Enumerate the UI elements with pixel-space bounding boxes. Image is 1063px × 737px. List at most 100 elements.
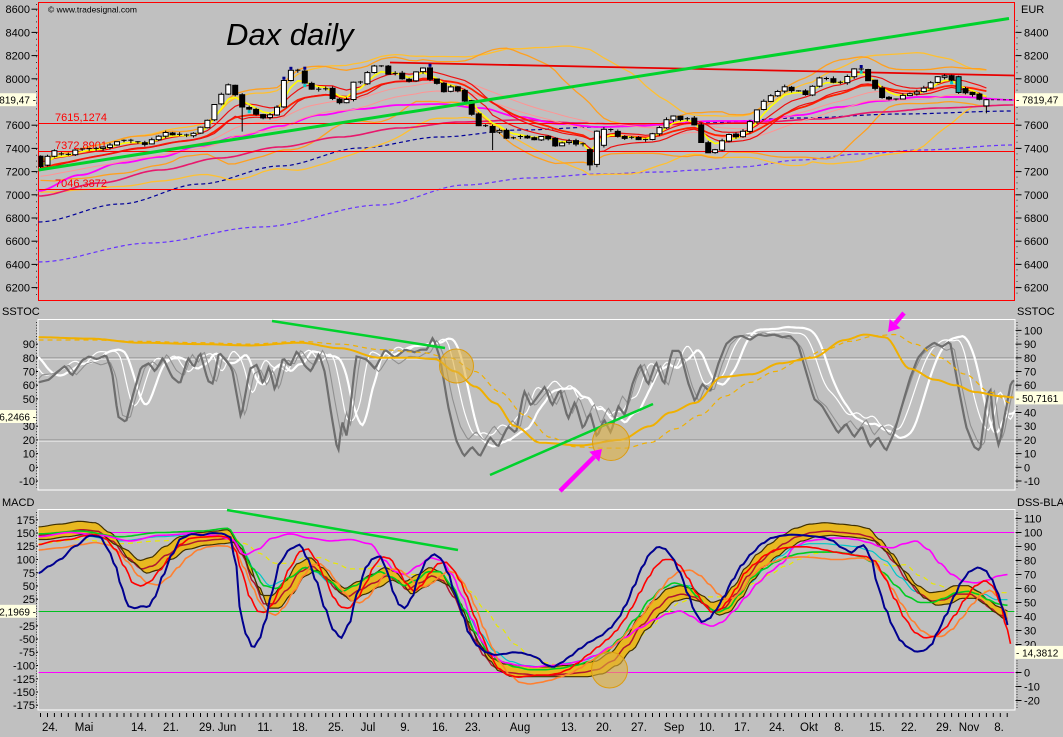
svg-text:100: 100: [1024, 528, 1042, 540]
svg-text:-75: -75: [19, 647, 35, 659]
svg-text:Okt: Okt: [800, 722, 819, 734]
svg-text:MACD: MACD: [2, 497, 34, 509]
svg-text:25: 25: [23, 594, 35, 606]
svg-text:SSTOC: SSTOC: [2, 306, 40, 318]
svg-text:90: 90: [1024, 339, 1036, 351]
svg-text:11.: 11.: [257, 722, 272, 734]
svg-text:6800: 6800: [1024, 213, 1048, 225]
svg-text:2,1969 -: 2,1969 -: [0, 607, 36, 618]
svg-text:Nov: Nov: [959, 722, 980, 734]
svg-text:27.: 27.: [631, 722, 647, 734]
svg-text:-175: -175: [13, 700, 35, 712]
svg-text:80: 80: [23, 353, 35, 365]
svg-text:10: 10: [1024, 449, 1036, 461]
svg-text:7400: 7400: [1024, 143, 1048, 155]
svg-text:Mai: Mai: [75, 722, 94, 734]
svg-text:7400: 7400: [6, 143, 30, 155]
svg-text:8200: 8200: [1024, 51, 1048, 63]
svg-text:7200: 7200: [1024, 167, 1048, 179]
svg-text:-100: -100: [13, 661, 35, 673]
svg-text:22.: 22.: [901, 722, 917, 734]
svg-text:6,2466 -: 6,2466 -: [0, 413, 36, 424]
svg-text:80: 80: [1024, 353, 1036, 365]
svg-text:30: 30: [23, 421, 35, 433]
svg-text:- 7819,47: - 7819,47: [1016, 96, 1059, 107]
svg-text:20.: 20.: [596, 722, 612, 734]
svg-text:8200: 8200: [6, 51, 30, 63]
svg-text:-10: -10: [19, 476, 35, 488]
svg-text:6200: 6200: [6, 283, 30, 295]
svg-text:16.: 16.: [432, 722, 448, 734]
svg-text:8400: 8400: [1024, 27, 1048, 39]
svg-text:20: 20: [23, 435, 35, 447]
svg-text:6400: 6400: [1024, 259, 1048, 271]
svg-text:6400: 6400: [6, 259, 30, 271]
svg-text:40: 40: [1024, 408, 1036, 420]
svg-text:50: 50: [23, 394, 35, 406]
svg-text:Jul: Jul: [361, 722, 376, 734]
svg-text:100: 100: [17, 555, 35, 567]
svg-text:10.: 10.: [699, 722, 715, 734]
svg-text:7000: 7000: [6, 190, 30, 202]
svg-text:40: 40: [1024, 612, 1036, 624]
svg-text:-10: -10: [1024, 476, 1040, 488]
svg-text:29.: 29.: [199, 722, 215, 734]
svg-text:-150: -150: [13, 687, 35, 699]
svg-text:0: 0: [1024, 462, 1030, 474]
svg-text:Aug: Aug: [510, 722, 530, 734]
svg-text:7372,8901: 7372,8901: [55, 140, 107, 152]
svg-text:125: 125: [17, 541, 35, 553]
svg-text:24.: 24.: [769, 722, 785, 734]
svg-text:70: 70: [23, 367, 35, 379]
svg-text:50: 50: [1024, 598, 1036, 610]
svg-text:60: 60: [1024, 584, 1036, 596]
svg-text:30: 30: [1024, 421, 1036, 433]
svg-text:23.: 23.: [465, 722, 481, 734]
svg-text:10: 10: [23, 449, 35, 461]
svg-text:7046,3872: 7046,3872: [55, 178, 107, 190]
svg-text:18.: 18.: [292, 722, 308, 734]
svg-text:- 50,7161: - 50,7161: [1016, 394, 1059, 405]
svg-text:70: 70: [1024, 570, 1036, 582]
svg-text:13.: 13.: [561, 722, 577, 734]
svg-text:6600: 6600: [1024, 236, 1048, 248]
svg-text:20: 20: [1024, 435, 1036, 447]
svg-text:© www.tradesignal.com: © www.tradesignal.com: [48, 5, 137, 15]
svg-text:Sep: Sep: [664, 722, 684, 734]
svg-text:7600: 7600: [1024, 120, 1048, 132]
svg-text:8000: 8000: [1024, 74, 1048, 86]
svg-text:25.: 25.: [328, 722, 344, 734]
svg-text:21.: 21.: [163, 722, 179, 734]
svg-text:29.: 29.: [936, 722, 952, 734]
svg-text:SSTOC: SSTOC: [1017, 306, 1055, 318]
svg-text:-125: -125: [13, 674, 35, 686]
svg-text:175: 175: [17, 515, 35, 527]
svg-text:50: 50: [23, 581, 35, 593]
svg-text:0: 0: [1024, 668, 1030, 680]
svg-text:6200: 6200: [1024, 283, 1048, 295]
svg-text:24.: 24.: [42, 722, 58, 734]
svg-text:8000: 8000: [6, 74, 30, 86]
svg-text:7200: 7200: [6, 167, 30, 179]
svg-text:90: 90: [1024, 542, 1036, 554]
svg-text:150: 150: [17, 528, 35, 540]
svg-text:8.: 8.: [834, 722, 844, 734]
svg-text:Jun: Jun: [218, 722, 237, 734]
svg-text:7615,1274: 7615,1274: [55, 112, 107, 124]
svg-text:14.: 14.: [131, 722, 147, 734]
svg-text:100: 100: [1024, 325, 1042, 337]
svg-text:90: 90: [23, 339, 35, 351]
svg-text:- 14,3812: - 14,3812: [1016, 648, 1059, 659]
svg-text:-50: -50: [19, 634, 35, 646]
svg-text:8.: 8.: [994, 722, 1004, 734]
svg-text:-10: -10: [1024, 682, 1040, 694]
svg-text:0: 0: [29, 462, 35, 474]
svg-text:80: 80: [1024, 556, 1036, 568]
svg-text:15.: 15.: [869, 722, 885, 734]
svg-text:7600: 7600: [6, 120, 30, 132]
svg-text:7000: 7000: [1024, 190, 1048, 202]
svg-text:-20: -20: [1024, 696, 1040, 708]
svg-text:DSS-BLA: DSS-BLA: [1017, 497, 1063, 509]
svg-text:9.: 9.: [400, 722, 410, 734]
svg-text:60: 60: [1024, 380, 1036, 392]
